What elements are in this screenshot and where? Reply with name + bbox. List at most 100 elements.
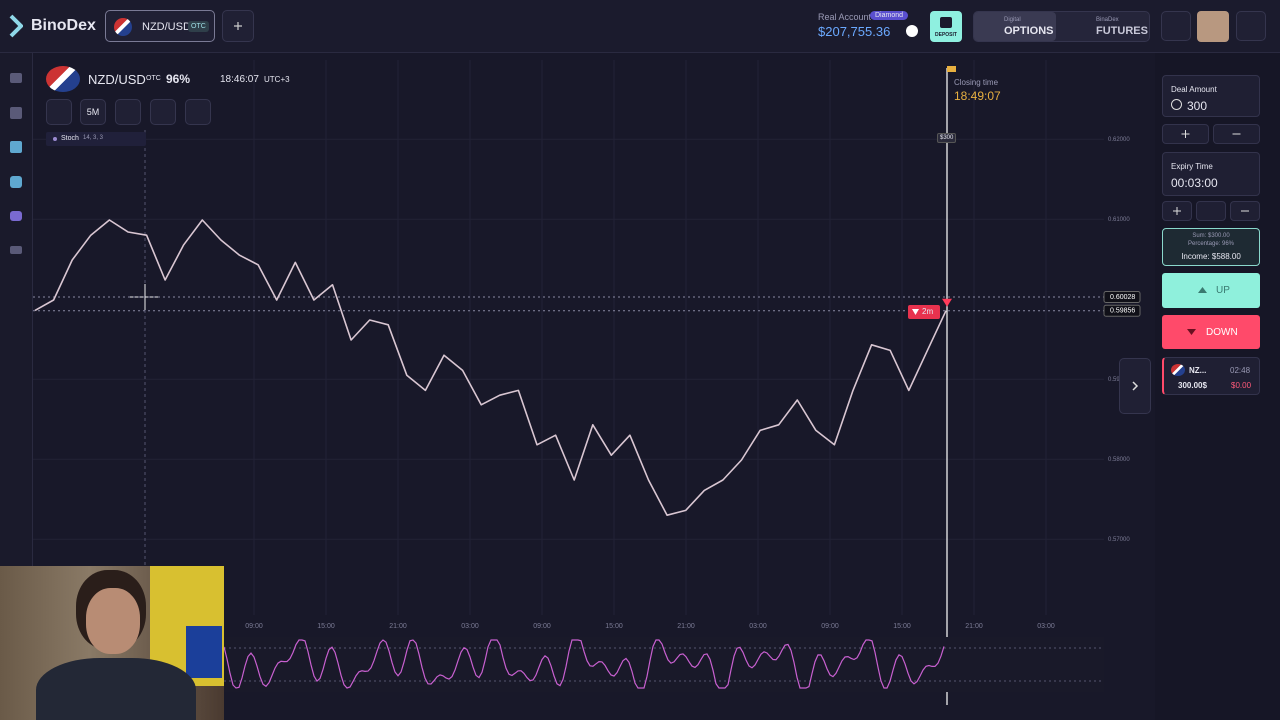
y-tick-label: 0.57000 xyxy=(1108,537,1130,543)
expiry-increase[interactable] xyxy=(1162,201,1192,221)
sidebar-icon[interactable] xyxy=(10,73,22,83)
chart-badge: OTC xyxy=(146,75,161,82)
sidebar-icon[interactable] xyxy=(10,211,22,221)
expiry-flag xyxy=(947,66,956,72)
sidebar-icon[interactable] xyxy=(10,246,22,254)
indicator-params: 14, 3, 3 xyxy=(83,135,104,141)
chart-flag xyxy=(46,66,80,92)
sidebar-icon[interactable] xyxy=(10,176,22,188)
futures-main: FUTURES xyxy=(1096,25,1148,37)
plus-icon xyxy=(1173,207,1181,215)
deal-label: Deal Amount xyxy=(1171,85,1217,94)
settings-button[interactable] xyxy=(1236,11,1266,41)
plus-icon xyxy=(234,22,242,30)
options-tab[interactable] xyxy=(974,12,1056,41)
add-tab-button[interactable] xyxy=(222,10,254,42)
indicator-chip[interactable]: Stoch 14, 3, 3 xyxy=(46,132,146,146)
drawing-button[interactable] xyxy=(185,99,211,125)
tab-pair: NZD/USD xyxy=(142,21,191,33)
chart-pair[interactable]: NZD/USD xyxy=(88,72,146,87)
trade-amount: 300.00$ xyxy=(1178,381,1207,390)
x-tick-label: 03:00 xyxy=(461,623,479,630)
x-tick-label: 15:00 xyxy=(893,623,911,630)
avatar[interactable] xyxy=(1197,11,1229,42)
chevron xyxy=(1132,381,1139,391)
futures-sub: BinaDex xyxy=(1096,17,1119,23)
indicator-dot xyxy=(53,137,57,141)
expiry-clock[interactable] xyxy=(1196,201,1226,221)
trade-flag xyxy=(1171,364,1185,376)
expiry-box[interactable]: Expiry Time 00:03:00 xyxy=(1162,152,1260,196)
price-marker-label: 0.59856 xyxy=(1110,308,1135,315)
trade-tag[interactable]: 2m xyxy=(908,305,940,319)
x-tick-label: 15:00 xyxy=(317,623,335,630)
stoch-pane xyxy=(224,637,1104,692)
sign xyxy=(186,626,222,678)
trade-profit: $0.00 xyxy=(1231,381,1252,390)
x-tick-label: 15:00 xyxy=(605,623,623,630)
deal-amount: 300 xyxy=(1187,99,1208,113)
x-tick-label: 03:00 xyxy=(749,623,767,630)
y-tick-label: 0.58000 xyxy=(1108,457,1130,463)
y-tick-label: 0.61000 xyxy=(1108,217,1130,223)
balance[interactable]: $207,755.36 xyxy=(818,24,891,39)
account-label: Real Account xyxy=(818,12,872,22)
closing-label: Closing time xyxy=(954,78,999,87)
x-tick-label: 09:00 xyxy=(245,623,263,630)
webcam xyxy=(0,566,224,720)
expiry-decrease[interactable] xyxy=(1230,201,1260,221)
balance-add[interactable] xyxy=(906,25,918,37)
options-main: OPTIONS xyxy=(1004,25,1054,37)
down-label: DOWN xyxy=(1206,327,1238,338)
sum: Sum: $300.00 xyxy=(1192,233,1230,239)
x-tick-label: 21:00 xyxy=(677,623,695,630)
wallet-icon xyxy=(940,17,952,28)
y-tick-label: 0.59 xyxy=(1108,377,1120,383)
options-sub: Digital xyxy=(1004,17,1021,23)
sidebar-icon[interactable] xyxy=(10,107,22,119)
x-tick-label: 03:00 xyxy=(1037,623,1055,630)
up-label: UP xyxy=(1216,285,1230,296)
face xyxy=(86,588,140,654)
open-trade[interactable]: NZ... 02:48 300.00$ $0.00 xyxy=(1162,357,1260,395)
deal-amount-box[interactable]: Deal Amount 300 xyxy=(1162,75,1260,117)
decrease-button[interactable] xyxy=(1213,124,1260,144)
logo: BinoDex xyxy=(31,17,96,34)
minus-icon xyxy=(1241,210,1249,212)
down-button[interactable]: DOWN xyxy=(1162,315,1260,349)
expiry-amount: $300 xyxy=(937,133,957,143)
asset-tab[interactable]: NZD/USD OTC xyxy=(105,10,215,42)
chart-payout: 96% xyxy=(166,72,191,86)
timeframe-button[interactable]: 5M xyxy=(80,99,106,125)
plus-icon xyxy=(1181,130,1190,138)
expiry-label: Expiry Time xyxy=(1171,162,1213,171)
trade-pair: NZ... xyxy=(1189,366,1207,375)
down-triangle xyxy=(1187,329,1196,335)
logo-icon xyxy=(9,14,23,38)
price-marker-box xyxy=(1103,304,1141,317)
entry-triangle xyxy=(942,298,952,307)
notifications-button[interactable] xyxy=(1161,11,1191,41)
collapse-button[interactable] xyxy=(1119,358,1151,414)
x-tick-label: 21:00 xyxy=(965,623,983,630)
mode-switch[interactable]: Digital OPTIONS BinaDex FUTURES xyxy=(973,11,1150,42)
chart-type-button[interactable] xyxy=(46,99,72,125)
shirt xyxy=(36,658,196,720)
tab-badge: OTC xyxy=(188,21,209,32)
stoch-line xyxy=(223,639,945,689)
increase-button[interactable] xyxy=(1162,124,1209,144)
price-marker-box xyxy=(1103,290,1141,303)
up-triangle xyxy=(1198,287,1207,293)
deposit-button[interactable]: DEPOSIT xyxy=(930,11,962,42)
up-button[interactable]: UP xyxy=(1162,273,1260,308)
sidebar-icon[interactable] xyxy=(10,141,22,153)
indicators-button[interactable] xyxy=(150,99,176,125)
x-tick-label: 21:00 xyxy=(389,623,407,630)
account-tier: Diamond xyxy=(870,11,909,20)
top-bar: BinoDex NZD/USD OTC Real Account Diamond… xyxy=(0,0,1280,53)
income: Income: $588.00 xyxy=(1181,252,1241,261)
x-tick-label: 09:00 xyxy=(533,623,551,630)
candles-button[interactable] xyxy=(115,99,141,125)
income-box: Sum: $300.00 Percentage: 96% Income: $58… xyxy=(1162,228,1260,266)
